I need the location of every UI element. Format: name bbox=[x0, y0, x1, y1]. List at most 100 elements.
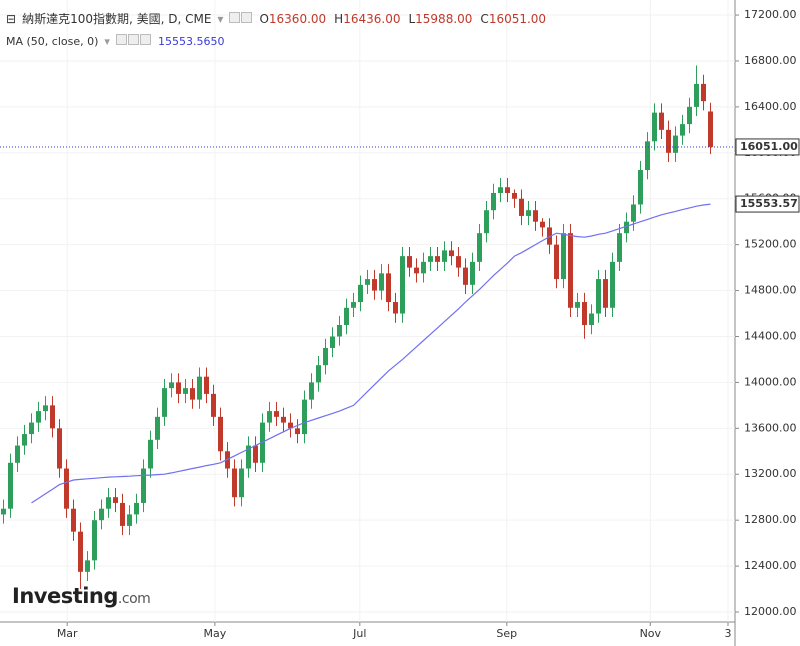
candle-body bbox=[365, 279, 370, 285]
candle-body bbox=[22, 434, 27, 446]
candle-body bbox=[36, 411, 41, 423]
candle-body bbox=[8, 462, 13, 509]
candle-body bbox=[92, 520, 97, 561]
candle-body bbox=[645, 141, 650, 171]
y-tick-label: 12800.00 bbox=[744, 513, 797, 526]
candle-body bbox=[449, 250, 454, 257]
candle-body bbox=[568, 233, 573, 308]
candle-body bbox=[1, 508, 6, 515]
candle-body bbox=[155, 416, 160, 440]
candle-body bbox=[428, 256, 433, 262]
candle-body bbox=[463, 267, 468, 285]
candle-body bbox=[526, 210, 531, 216]
candle-body bbox=[337, 325, 342, 337]
x-tick-label: May bbox=[204, 627, 227, 640]
candle-body bbox=[295, 428, 300, 435]
ohlc-item: C16051.00 bbox=[480, 12, 546, 26]
candle-body bbox=[631, 204, 636, 222]
x-tick-label: Sep bbox=[496, 627, 517, 640]
x-tick-label: 3 bbox=[725, 627, 732, 640]
candle-body bbox=[316, 365, 321, 383]
candle-body bbox=[267, 411, 272, 423]
dropdown[interactable]: ▾ bbox=[217, 11, 224, 26]
ohlc-value: 16051.00 bbox=[488, 11, 547, 26]
x-tick-label: Jul bbox=[352, 627, 366, 640]
candle-body bbox=[554, 244, 559, 280]
x-tick-label: Mar bbox=[57, 627, 78, 640]
candle-body bbox=[596, 279, 601, 314]
collapse-icon[interactable]: ⊟ bbox=[6, 11, 17, 26]
y-tick-label: 14800.00 bbox=[744, 284, 797, 297]
price-tag-label: 15553.57 bbox=[740, 197, 798, 210]
watermark: Investing.com bbox=[12, 584, 151, 608]
ohlc-item: L15988.00 bbox=[408, 12, 472, 26]
candle-body bbox=[71, 508, 76, 532]
candle-body bbox=[400, 256, 405, 314]
icons[interactable] bbox=[229, 11, 253, 26]
candle-body bbox=[477, 233, 482, 262]
candle-body bbox=[323, 347, 328, 366]
candle-body bbox=[239, 468, 244, 498]
candle-body bbox=[309, 382, 314, 400]
candle-body bbox=[407, 256, 412, 268]
symbol: 納斯達克100指數期, 美國, D, CME bbox=[22, 12, 212, 26]
candle-body bbox=[372, 279, 377, 291]
candle-body bbox=[617, 233, 622, 262]
y-tick-label: 12000.00 bbox=[744, 605, 797, 618]
candle-body bbox=[169, 382, 174, 389]
candle-body bbox=[57, 428, 62, 469]
header-row: ⊟ 納斯達克100指數期, 美國, D, CME ▾ O16360.00 H164… bbox=[6, 10, 546, 27]
ohlc-item: O16360.00 bbox=[259, 12, 326, 26]
candle-body bbox=[414, 267, 419, 274]
ohlc-value: 15988.00 bbox=[415, 11, 473, 26]
candle-body bbox=[43, 405, 48, 412]
y-tick-label: 14000.00 bbox=[744, 375, 797, 388]
candle-body bbox=[15, 445, 20, 463]
candle-body bbox=[330, 336, 335, 348]
candle-body bbox=[64, 468, 69, 509]
icons[interactable] bbox=[115, 34, 152, 48]
ohlc-item: H16436.00 bbox=[334, 12, 400, 26]
ohlc-value: 16360.00 bbox=[268, 11, 327, 26]
price-tag-label: 16051.00 bbox=[740, 140, 798, 153]
ohlc-key: C bbox=[480, 11, 489, 26]
candle-body bbox=[561, 233, 566, 280]
candle-body bbox=[99, 508, 104, 521]
candle-body bbox=[183, 388, 188, 394]
candle-body bbox=[456, 256, 461, 268]
watermark-suffix: .com bbox=[117, 591, 151, 607]
candle-body bbox=[120, 502, 125, 526]
ma-row: MA (50, close, 0) ▾ 15553.5650 bbox=[6, 34, 224, 48]
candle-body bbox=[274, 411, 279, 417]
candle-body bbox=[197, 376, 202, 400]
candle-body bbox=[29, 422, 34, 435]
y-tick-label: 16800.00 bbox=[744, 54, 797, 67]
candle-body bbox=[421, 261, 426, 274]
x-tick-label: Nov bbox=[640, 627, 662, 640]
candle-body bbox=[148, 439, 153, 469]
candle-body bbox=[701, 83, 706, 102]
ohlc-key: L bbox=[408, 11, 416, 26]
ohlc-value: 16436.00 bbox=[343, 11, 401, 26]
candle-body bbox=[442, 250, 447, 262]
candle-body bbox=[302, 399, 307, 435]
candle-body bbox=[386, 273, 391, 303]
ohlc-key: H bbox=[334, 11, 344, 26]
candle-body bbox=[351, 302, 356, 308]
candle-body bbox=[127, 514, 132, 526]
y-tick-label: 13600.00 bbox=[744, 421, 797, 434]
watermark-name: Investing bbox=[12, 584, 118, 608]
candle-body bbox=[281, 416, 286, 423]
candle-body bbox=[512, 192, 517, 199]
candle-body bbox=[680, 124, 685, 136]
candle-body bbox=[218, 416, 223, 452]
dropdown[interactable]: ▾ bbox=[104, 34, 110, 48]
candle-body bbox=[435, 256, 440, 262]
candle-body bbox=[106, 497, 111, 509]
candle-body bbox=[344, 307, 349, 326]
candle-body bbox=[603, 279, 608, 308]
candle-body bbox=[484, 210, 489, 234]
candle-body bbox=[358, 284, 363, 303]
ma-name: MA (50, close, 0) bbox=[6, 34, 99, 48]
